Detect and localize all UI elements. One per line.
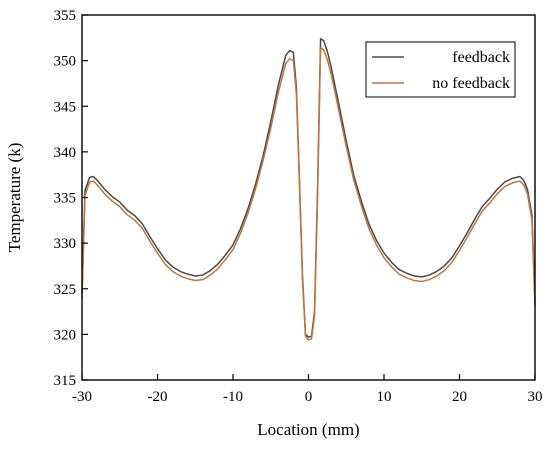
series-layer [81, 37, 536, 341]
series-line-feedback [81, 37, 536, 338]
y-tick-label: 345 [54, 99, 77, 115]
x-tick-label: -30 [72, 389, 92, 405]
legend-label-no-feedback: no feedback [432, 75, 510, 92]
x-tick-label: 10 [377, 389, 392, 405]
y-tick-label: 325 [54, 282, 77, 298]
y-axis-title: Temperature (k) [5, 143, 24, 253]
legend-label-feedback: feedback [452, 49, 510, 66]
series-line-no-feedback [81, 47, 536, 341]
x-tick-label: 20 [452, 389, 467, 405]
x-tick-label: -20 [148, 389, 168, 405]
legend-box [365, 41, 516, 98]
y-tick-label: 350 [54, 54, 77, 70]
y-tick-label: 340 [54, 145, 77, 161]
x-tick-label: 0 [305, 389, 313, 405]
x-tick-label: -10 [223, 389, 243, 405]
y-tick-label: 355 [54, 8, 77, 24]
y-tick-label: 330 [54, 236, 77, 252]
x-tick-label: 30 [528, 389, 543, 405]
y-tick-label: 315 [54, 373, 77, 389]
y-tick-label: 335 [54, 191, 77, 207]
y-tick-label: 320 [54, 327, 77, 343]
legend: feedback no feedback [365, 41, 516, 98]
x-axis-title: Location (mm) [257, 420, 359, 439]
ticks-layer: -30 -20 -10 0 10 20 30 315 320 325 330 335 340 345 350… [54, 8, 543, 405]
